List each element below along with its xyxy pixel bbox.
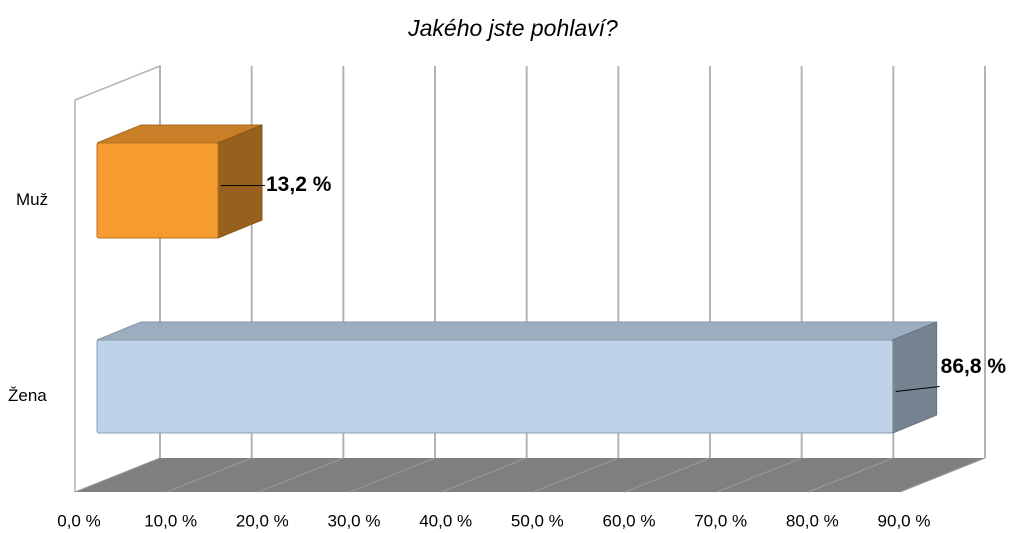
x-tick-label: 50,0 %	[511, 511, 564, 530]
floor-line	[808, 457, 894, 493]
floor-line	[258, 457, 344, 493]
x-tick-label: 90,0 %	[878, 511, 931, 530]
leader-line	[895, 386, 940, 392]
value-label: 13,2 %	[266, 173, 332, 196]
floor-line	[899, 457, 986, 493]
bar	[96, 339, 894, 434]
floor-line	[624, 457, 711, 493]
floor-line	[166, 457, 252, 493]
x-tick-label: 30,0 %	[328, 511, 381, 530]
bar-top	[96, 321, 937, 341]
floor-line	[349, 457, 436, 493]
x-tick-label: 80,0 %	[786, 511, 839, 530]
floor-line	[74, 457, 161, 493]
floor	[75, 458, 985, 492]
x-tick-label: 20,0 %	[236, 511, 289, 530]
x-tick-label: 0,0 %	[57, 511, 100, 530]
floor-line	[716, 457, 802, 493]
x-tick-label: 10,0 %	[144, 511, 197, 530]
y-tick-label: Žena	[8, 386, 47, 405]
y-tick-label: Muž	[16, 190, 48, 209]
floor-line	[533, 457, 619, 493]
x-tick-label: 40,0 %	[419, 511, 472, 530]
bar-side	[217, 124, 263, 239]
chart-title: Jakého jste pohlaví?	[407, 15, 618, 41]
bar	[96, 142, 219, 239]
x-tick-label: 60,0 %	[603, 511, 656, 530]
bar-side	[892, 321, 938, 434]
value-label: 86,8 %	[941, 355, 1007, 378]
x-tick-label: 70,0 %	[694, 511, 747, 530]
floor-line	[441, 457, 527, 493]
